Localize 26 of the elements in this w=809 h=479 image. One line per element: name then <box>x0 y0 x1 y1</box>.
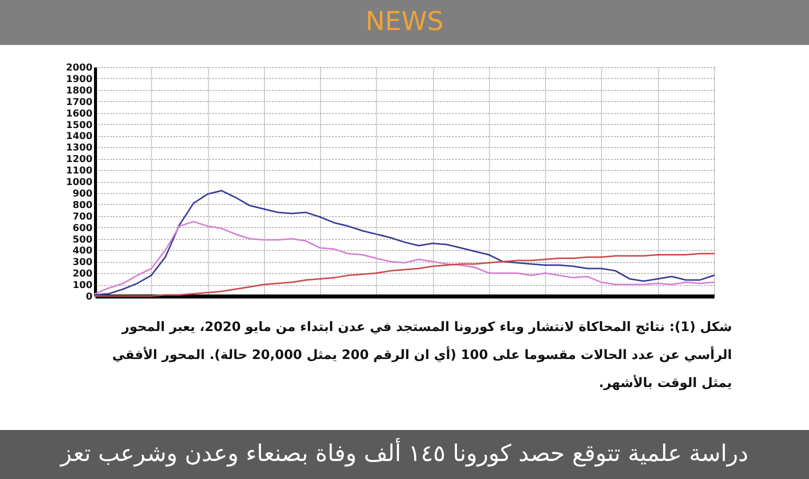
text: دراسة علمية تتوقع حصد كورونا ١٤٥ ألف وفاة بصنعاء وعدن وشرعب تعز <box>0 430 809 479</box>
text: شكل (1): نتائج المحاكاة لانتشار وباء كورونا المستجد في عدن ابتداء من مايو 2020، يعبر المحور الرأسي عن عدد الحالات مقسوما على 100 (أي ان الرقم 200 يمثل 20,000 حالة). المحور الأفقي يمثل الوقت بالأشهر. <box>111 319 732 393</box>
y-tick-label: 0 <box>86 292 93 302</box>
y-tick-label: 300 <box>72 257 93 268</box>
y-tick-label: 2000 <box>66 62 93 74</box>
y-tick-label: 200 <box>72 268 93 280</box>
y-tick-label: 600 <box>72 222 93 234</box>
y-tick-label: 900 <box>72 188 93 200</box>
y-tick-label: 100 <box>72 280 93 292</box>
text: NEWS <box>0 0 809 45</box>
y-tick-label: 1900 <box>66 74 93 85</box>
y-tick-label: 1000 <box>66 177 93 188</box>
y-tick-label: 1500 <box>66 120 93 131</box>
line-series <box>94 220 715 294</box>
y-tick-label: 1800 <box>66 85 93 96</box>
y-tick-label: 800 <box>72 200 93 211</box>
y-tick-label: 700 <box>72 211 93 222</box>
y-tick-label: 1600 <box>66 108 93 120</box>
y-tick-label: 400 <box>72 246 93 257</box>
y-tick-label: 1300 <box>66 142 93 154</box>
y-tick-label: 1200 <box>66 154 93 166</box>
y-tick-label: 1100 <box>66 166 93 177</box>
line-series <box>94 190 715 296</box>
y-tick-label: 1400 <box>66 131 93 142</box>
y-tick-label: 1700 <box>66 96 93 108</box>
y-tick-label: 500 <box>72 234 93 246</box>
